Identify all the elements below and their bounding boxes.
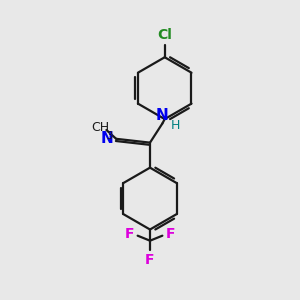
Text: F: F — [125, 227, 135, 241]
Text: N: N — [101, 131, 114, 146]
Text: N: N — [156, 108, 169, 123]
Text: Cl: Cl — [157, 28, 172, 42]
Text: F: F — [165, 227, 175, 241]
Text: H: H — [171, 119, 180, 132]
Text: 3: 3 — [106, 130, 112, 141]
Text: F: F — [145, 253, 155, 267]
Text: CH: CH — [91, 121, 109, 134]
